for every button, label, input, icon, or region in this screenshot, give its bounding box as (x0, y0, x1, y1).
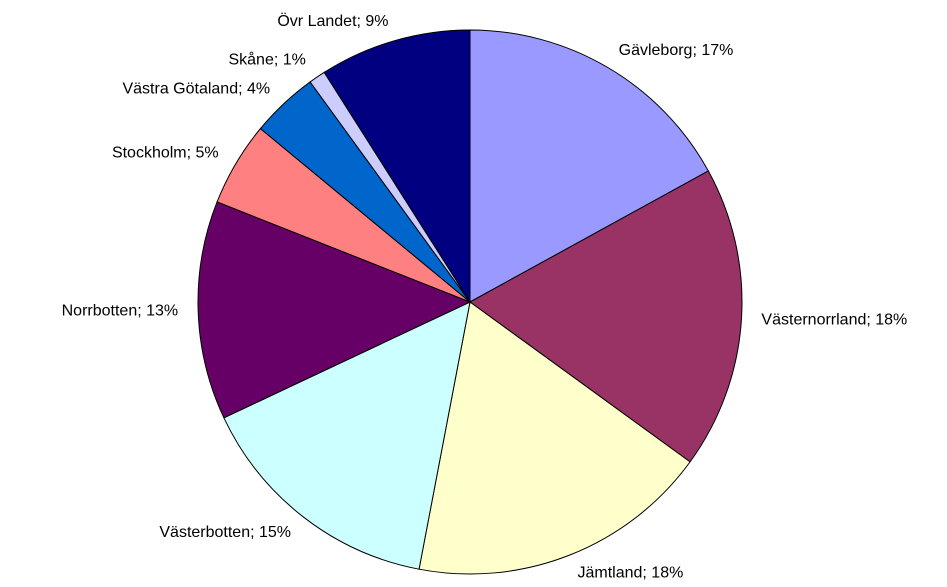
slice-label: Övr Landet; 9% (277, 12, 388, 30)
slice-label: Västerbotten; 15% (159, 524, 291, 541)
slice-label: Skåne; 1% (228, 51, 305, 69)
pie-slice (418, 301, 691, 575)
slice-label: Jämtland; 18% (577, 565, 683, 582)
pie-slice (469, 170, 743, 463)
slice-label: Gävleborg; 17% (619, 42, 734, 59)
pie-slice (197, 201, 472, 419)
pie-slice (223, 301, 471, 570)
slice-label: Västernorrland; 18% (761, 312, 907, 329)
pie-slice (469, 29, 710, 303)
slice-label: Norrbotten; 13% (62, 302, 179, 319)
pie-slice (323, 29, 471, 304)
slice-label: Stockholm; 5% (112, 145, 219, 162)
slice-label: Västra Götaland; 4% (122, 80, 270, 97)
